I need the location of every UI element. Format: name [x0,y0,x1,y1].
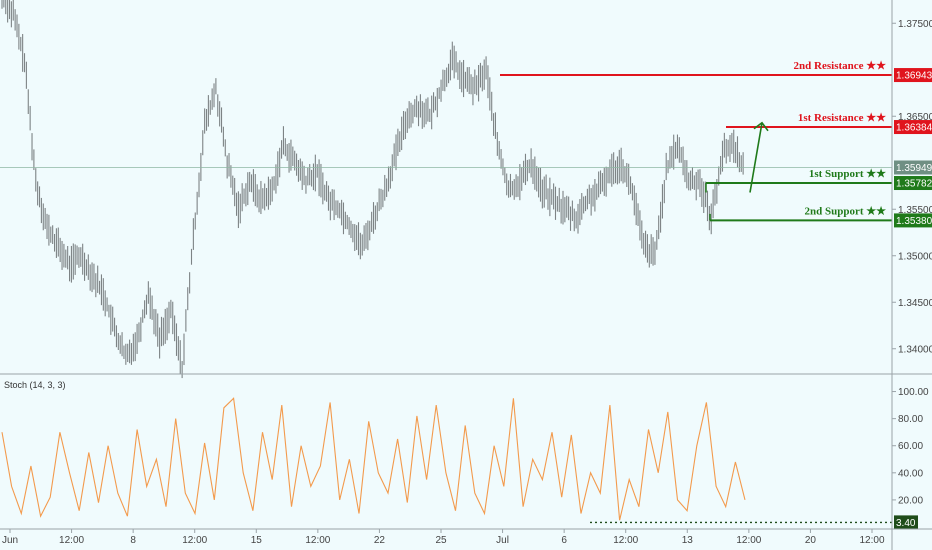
time-tick-label: 25 [435,535,447,546]
stoch-tick-label: 80.00 [898,414,923,425]
level-price-tag [894,120,932,135]
price-tick-label: 1.35000 [898,251,932,262]
stoch-line [1,397,746,521]
time-tick-label: 15 [251,535,263,546]
stoch-last-tag [894,515,918,530]
price-candles [1,0,744,379]
level-price-tag [894,68,932,83]
stochastic-panel: Stoch (14, 3, 3) 3.40 [1,380,918,530]
current-price-value: 1.35949 [896,163,932,174]
time-tick-label: 8 [130,535,136,546]
level-label: 2nd Support ★★ [805,205,887,217]
time-tick-label: Jun [2,535,18,546]
time-tick-label: 6 [561,535,567,546]
stoch-tick-label: 40.00 [898,468,923,479]
time-tick-label: 12:00 [305,535,330,546]
level-label: 1st Support ★★ [809,168,886,180]
price-tick-label: 1.34000 [898,344,932,355]
time-tick-label: 13 [682,535,694,546]
time-tick-label: Jul [496,535,509,546]
stoch-last-value: 3.40 [896,518,916,529]
price-tick-label: 1.34500 [898,298,932,309]
level-label: 1st Resistance ★★ [798,112,886,124]
time-tick-label: 12:00 [182,535,207,546]
stoch-tick-label: 100.00 [898,387,929,398]
level-price-value: 1.35380 [896,216,932,227]
level-price-value: 1.35782 [896,179,932,190]
time-tick-label: 22 [374,535,386,546]
time-tick-label: 12:00 [59,535,84,546]
level-label: 2nd Resistance ★★ [794,60,887,72]
price-tick-label: 1.37500 [898,19,932,30]
level-price-tag [894,176,932,191]
time-tick-label: 12:00 [736,535,761,546]
projection-arrow [749,122,763,193]
support-resistance-levels: 1.35949 2nd Resistance ★★ 1.36943 1st Resis… [0,60,932,228]
level-price-value: 1.36384 [896,123,932,134]
stoch-label: Stoch (14, 3, 3) [4,380,66,390]
price-tick-label: 1.35500 [898,205,932,216]
time-tick-label: 12:00 [859,535,884,546]
stoch-tick-label: 20.00 [898,495,923,506]
current-price-tag [894,160,932,175]
level-price-tag [894,213,932,228]
level-price-value: 1.36943 [896,71,932,82]
price-tick-label: 1.36500 [898,112,932,123]
projection-arrow-head [753,121,769,132]
stoch-tick-label: 60.00 [898,441,923,452]
time-tick-label: 20 [805,535,817,546]
time-tick-label: 12:00 [613,535,638,546]
